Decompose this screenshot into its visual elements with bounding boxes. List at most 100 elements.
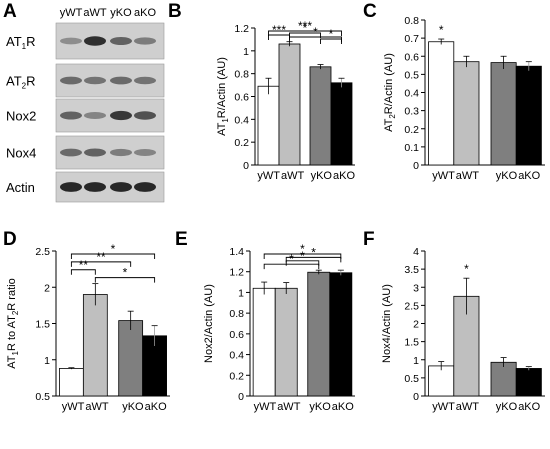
y-tick-label: 3 — [413, 282, 419, 294]
subscript: 2 — [388, 114, 397, 119]
y-tick-label: 1 — [413, 355, 419, 367]
y-axis-label: Nox4/Actin (AU) — [381, 284, 393, 363]
blot-band — [60, 76, 82, 85]
significance-bracket: *** — [268, 19, 342, 36]
y-tick-label: 0.6 — [229, 329, 244, 341]
blot-band — [84, 112, 106, 119]
bracket-stars: * — [123, 266, 128, 280]
significance-bracket: * — [94, 266, 156, 283]
y-tick-label: 0.5 — [404, 373, 419, 385]
chart-c: C 0 0.1 0.2 0.3 0.4 0.5 0.6 0.7 0.8 AT2R/Actin (AU… — [363, 1, 545, 182]
y-axis-label: AT1R/Actin (AU) — [216, 57, 230, 136]
significance-bracket: * — [263, 242, 342, 259]
significance-bracket: * — [285, 245, 342, 263]
bracket-line — [320, 38, 342, 44]
text-span: Nox2 — [6, 109, 36, 124]
blot-band — [110, 182, 132, 192]
category-label: aWT — [85, 401, 109, 413]
blot-band — [84, 76, 106, 85]
category-label: aKO — [145, 401, 167, 413]
category-label: aWT — [456, 170, 480, 182]
lane-label: yWT — [60, 7, 83, 19]
bar-yWT — [59, 368, 84, 397]
lane-label: aKO — [134, 7, 156, 19]
y-tick-label: 0.8 — [234, 69, 249, 81]
significance-bracket: ** — [70, 250, 132, 267]
y-axis-label: Nox2/Actin (AU) — [203, 284, 215, 363]
y-tick-label: 0.4 — [229, 350, 244, 362]
text-span: R/Actin (AU) — [383, 53, 395, 114]
y-tick-label: 0 — [243, 160, 249, 172]
bar-yWT — [428, 41, 455, 166]
blot-band — [110, 76, 132, 85]
y-axis-label: AT2R/Actin (AU) — [383, 53, 397, 132]
blot-label: AT2R — [6, 74, 36, 91]
significance-star: * — [439, 23, 444, 37]
bar-aWT — [278, 43, 301, 166]
bracket-stars: * — [300, 242, 305, 256]
significance-star: * — [464, 262, 469, 276]
y-tick-label: 1.4 — [229, 246, 244, 258]
significance-bracket: * — [263, 252, 320, 270]
bracket-line — [94, 277, 156, 283]
text-span: Nox4 — [6, 146, 36, 161]
panel-label: F — [363, 229, 375, 250]
bar-aKO — [515, 368, 542, 397]
bar-aWT — [82, 294, 108, 397]
category-label: aKO — [333, 170, 355, 182]
y-axis-label: AT1R to AT2R ratio — [6, 278, 20, 368]
y-tick-label: 3.5 — [404, 264, 419, 276]
text-span: AT — [6, 34, 22, 49]
bar-aKO — [330, 82, 353, 166]
y-tick-label: 0.8 — [229, 308, 244, 320]
blot-band — [134, 182, 156, 192]
y-tick-label: 2.5 — [404, 300, 419, 312]
text-span: R ratio — [6, 278, 18, 310]
category-label: yKO — [496, 401, 518, 413]
category-label: yWT — [432, 401, 455, 413]
blot-band — [110, 148, 132, 157]
panel-label: E — [175, 229, 188, 250]
y-tick-label: 1 — [243, 46, 249, 58]
category-label: yKO — [122, 401, 144, 413]
chart-f: F 0 0.5 1 1.5 2 2.5 3 3.5 4 Nox4/Actin (AU) yWT aWT y… — [363, 229, 545, 413]
blot-band — [60, 111, 82, 120]
bar-yWT — [252, 287, 276, 397]
y-tick-label: 2 — [413, 319, 419, 331]
bracket-line — [285, 260, 320, 266]
y-tick-label: 0.6 — [404, 51, 419, 63]
blot-label: AT1R — [6, 34, 36, 51]
panel-label: C — [363, 1, 377, 22]
category-label: yWT — [62, 401, 85, 413]
y-tick-label: 0.2 — [234, 137, 249, 149]
y-tick-label: 1.5 — [35, 319, 50, 331]
y-tick-label: 0.5 — [404, 69, 419, 81]
y-tick-label: 2 — [44, 282, 50, 294]
bracket-stars: * — [289, 252, 294, 266]
y-tick-label: 0.5 — [35, 391, 50, 403]
subscript: 2 — [22, 82, 27, 91]
bracket-line — [268, 30, 342, 36]
significance-bracket: * — [320, 27, 342, 44]
panel-label: B — [168, 1, 182, 22]
category-label: yKO — [311, 170, 333, 182]
bar-yKO — [490, 62, 517, 166]
text-span: AT — [383, 118, 395, 132]
bar-aWT — [453, 61, 480, 166]
bracket-stars: *** — [298, 19, 312, 33]
blot-band — [60, 182, 82, 192]
y-tick-label: 0.1 — [404, 142, 419, 154]
category-label: aWT — [456, 401, 480, 413]
bracket-stars: *** — [272, 23, 286, 37]
text-span: R to AT — [6, 315, 18, 351]
category-label: aWT — [277, 401, 301, 413]
blot-band — [110, 110, 132, 121]
bracket-stars: * — [300, 249, 305, 263]
bracket-line — [70, 253, 156, 259]
